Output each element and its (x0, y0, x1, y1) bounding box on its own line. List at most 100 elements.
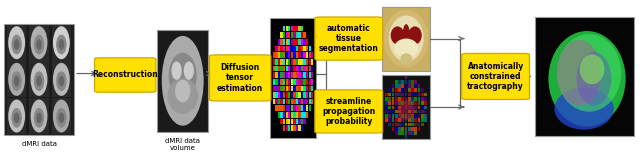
Ellipse shape (8, 99, 25, 132)
Bar (293, 72, 296, 78)
Bar (288, 119, 291, 124)
Bar (414, 93, 417, 96)
Bar (424, 93, 427, 96)
Bar (296, 59, 298, 65)
Bar (401, 114, 404, 118)
Bar (283, 105, 285, 111)
Bar (398, 84, 401, 88)
Bar (296, 66, 298, 71)
Ellipse shape (162, 36, 204, 126)
Bar (288, 59, 291, 65)
Bar (291, 99, 293, 104)
Bar (417, 118, 420, 122)
Bar (288, 125, 291, 131)
Bar (308, 46, 311, 51)
Bar (298, 32, 301, 38)
Bar (301, 46, 303, 51)
Bar (411, 106, 414, 109)
Bar (411, 131, 414, 135)
Bar (401, 88, 404, 92)
Bar (52, 98, 71, 134)
Bar (293, 66, 296, 71)
Ellipse shape (34, 71, 44, 91)
Bar (311, 66, 314, 71)
Bar (296, 92, 298, 98)
Ellipse shape (56, 71, 67, 91)
Ellipse shape (8, 26, 25, 59)
Bar (414, 101, 417, 105)
Bar (7, 61, 26, 97)
Bar (398, 101, 401, 105)
Bar (395, 101, 397, 105)
Bar (275, 92, 278, 98)
Ellipse shape (53, 99, 70, 132)
Bar (285, 79, 288, 85)
Bar (303, 32, 306, 38)
Bar (278, 52, 280, 58)
Bar (301, 119, 303, 124)
Bar (280, 112, 283, 118)
Bar (7, 98, 26, 134)
Ellipse shape (580, 54, 604, 84)
Bar (301, 26, 303, 32)
Ellipse shape (14, 76, 20, 87)
Bar (291, 79, 293, 85)
Bar (273, 92, 275, 98)
Bar (398, 118, 401, 122)
Bar (278, 86, 280, 91)
Bar (280, 72, 283, 78)
Bar (293, 46, 296, 51)
Bar (296, 99, 298, 104)
Bar (388, 110, 391, 114)
Ellipse shape (172, 62, 182, 80)
Bar (285, 105, 288, 111)
Bar (392, 93, 394, 96)
Bar (411, 84, 414, 88)
Bar (273, 79, 275, 85)
Bar (283, 59, 285, 65)
Bar (275, 46, 278, 51)
Bar (303, 79, 306, 85)
Ellipse shape (184, 62, 194, 80)
Bar (298, 79, 301, 85)
Bar (404, 93, 407, 96)
Ellipse shape (31, 99, 47, 132)
Bar (395, 118, 397, 122)
Bar (285, 59, 288, 65)
Bar (288, 52, 291, 58)
Bar (291, 66, 293, 71)
Bar (306, 92, 308, 98)
Bar (411, 101, 414, 105)
Bar (298, 86, 301, 91)
Bar (301, 125, 303, 131)
Bar (401, 80, 404, 84)
Bar (308, 52, 311, 58)
FancyBboxPatch shape (209, 55, 271, 101)
Bar (303, 99, 306, 104)
Bar (285, 32, 288, 38)
Bar (311, 92, 314, 98)
Bar (278, 92, 280, 98)
Bar (293, 32, 296, 38)
Bar (278, 105, 280, 111)
Bar (275, 66, 278, 71)
Bar (411, 118, 414, 122)
Bar (288, 26, 291, 32)
Bar (417, 114, 420, 118)
Bar (296, 72, 298, 78)
Bar (288, 46, 291, 51)
Bar (296, 39, 298, 45)
Bar (395, 84, 397, 88)
Bar (424, 110, 427, 114)
Bar (275, 79, 278, 85)
Bar (420, 93, 424, 96)
Bar (303, 72, 306, 78)
Bar (388, 118, 391, 122)
Bar (408, 101, 411, 105)
FancyBboxPatch shape (462, 53, 529, 99)
Bar (52, 25, 71, 61)
Bar (401, 127, 404, 131)
Bar (395, 97, 397, 101)
Bar (301, 99, 303, 104)
Bar (398, 80, 401, 84)
